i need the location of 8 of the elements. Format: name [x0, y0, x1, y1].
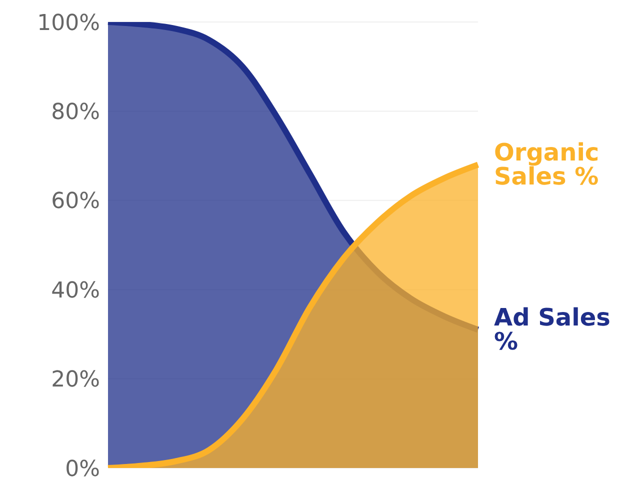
y-tick-label: 20% — [51, 368, 100, 393]
y-tick-label: 100% — [37, 10, 100, 36]
y-tick-label: 40% — [51, 278, 100, 304]
series-label: Organic Sales % — [494, 138, 600, 190]
series-label: Ad Sales % — [494, 303, 610, 356]
y-tick-label: 80% — [51, 100, 100, 126]
y-tick-label: 0% — [65, 456, 100, 482]
y-tick-label: 60% — [51, 189, 100, 214]
